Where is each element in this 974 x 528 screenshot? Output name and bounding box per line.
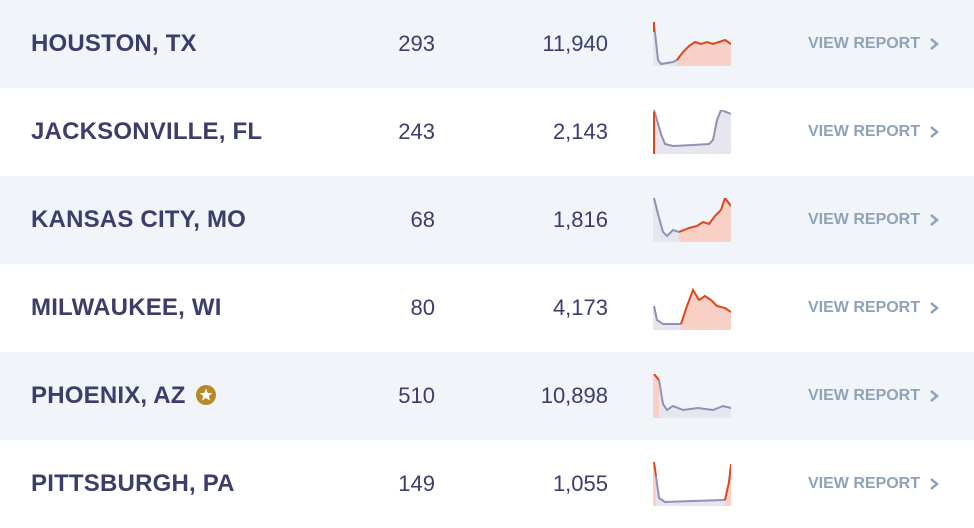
total: 1,816 [552, 207, 608, 232]
city: MILWAUKEE, WI [31, 294, 222, 321]
count: 68 [410, 207, 435, 232]
table-row: KANSAS CITY, MO 68 1,816 VIEW REPORT [0, 176, 974, 264]
count: 510 [398, 383, 435, 408]
page: HOUSTON, TX 293 11,940 VIEW REPORT JACKS… [0, 0, 974, 508]
view-report-link[interactable]: VIEW REPORT [808, 35, 921, 52]
count: 293 [398, 31, 435, 56]
count: 149 [398, 471, 435, 496]
view-report-link[interactable]: VIEW REPORT [808, 387, 921, 404]
view-report-link[interactable]: VIEW REPORT [808, 211, 921, 228]
city: KANSAS CITY, MO [31, 206, 247, 233]
total: 1,055 [552, 471, 608, 496]
view-report-link[interactable]: VIEW REPORT [808, 475, 921, 492]
total: 10,898 [540, 383, 608, 408]
total: 4,173 [552, 295, 608, 320]
total: 2,143 [552, 119, 608, 144]
sparkline [653, 374, 731, 418]
chevron [930, 126, 939, 138]
chevron [930, 390, 939, 402]
sparkline [653, 110, 731, 154]
count: 80 [410, 295, 435, 320]
view-report-link[interactable]: VIEW REPORT [808, 123, 921, 140]
count: 243 [398, 119, 435, 144]
sparkline [653, 462, 731, 506]
chevron [930, 478, 939, 490]
city: PITTSBURGH, PA [31, 470, 235, 497]
sparkline [653, 22, 731, 66]
city: PHOENIX, AZ [31, 382, 186, 409]
view-report-link[interactable]: VIEW REPORT [808, 299, 921, 316]
star-badge [196, 385, 216, 405]
city: HOUSTON, TX [31, 30, 197, 57]
chevron [930, 38, 939, 50]
chevron [930, 214, 939, 226]
table-row: HOUSTON, TX 293 11,940 VIEW REPORT [0, 0, 974, 88]
total: 11,940 [542, 31, 608, 56]
table-row: PITTSBURGH, PA 149 1,055 VIEW REPORT [0, 440, 974, 528]
sparkline [653, 198, 731, 242]
city: JACKSONVILLE, FL [31, 118, 263, 145]
table-row: MILWAUKEE, WI 80 4,173 VIEW REPORT [0, 264, 974, 352]
sparkline [653, 287, 731, 330]
table-row: JACKSONVILLE, FL 243 2,143 VIEW REPORT [0, 88, 974, 176]
table-row: PHOENIX, AZ 510 10,898 VIEW REPORT [0, 352, 974, 440]
chevron [930, 302, 939, 314]
